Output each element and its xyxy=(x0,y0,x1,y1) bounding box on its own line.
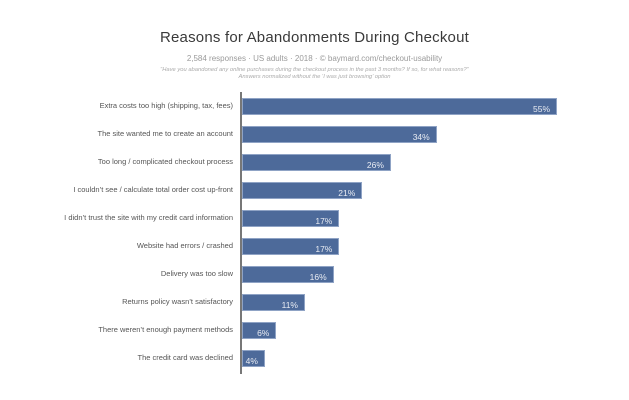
bar-value-label: 4% xyxy=(245,355,258,366)
chart-subtitle: 2,584 responses · US adults · 2018 · © b… xyxy=(186,54,443,63)
chart-footnote-question: “Have you abandoned any online purchases… xyxy=(160,66,469,73)
chart-row: Website had errors / crashed 17% xyxy=(0,232,629,260)
chart-row: Too long / complicated checkout process 2… xyxy=(0,148,629,176)
chart-row: I couldn’t see / calculate total order c… xyxy=(0,176,629,204)
bar: 21% xyxy=(242,181,363,199)
bar-value-label: 26% xyxy=(366,159,384,170)
bar-value-label: 55% xyxy=(532,103,550,114)
category-label: The credit card was declined xyxy=(137,353,233,362)
bar-value-label: 17% xyxy=(315,243,333,254)
bar-value-label: 21% xyxy=(338,187,356,198)
category-label: The site wanted me to create an account xyxy=(97,129,234,138)
plot-area: Extra costs too high (shipping, tax, fee… xyxy=(0,92,629,376)
chart-row: The site wanted me to create an account 3… xyxy=(0,120,629,148)
category-label: Extra costs too high (shipping, tax, fee… xyxy=(99,101,233,110)
bar-value-label: 6% xyxy=(257,327,270,338)
chart-row: Extra costs too high (shipping, tax, fee… xyxy=(0,92,629,120)
chart-title: Reasons for Abandonments During Checkout xyxy=(159,29,469,46)
bar: 16% xyxy=(242,265,334,283)
bar: 17% xyxy=(242,209,340,227)
chart-row: Delivery was too slow 16% xyxy=(0,260,629,288)
category-label: I couldn’t see / calculate total order c… xyxy=(73,185,233,194)
bar: 4% xyxy=(242,349,265,367)
bar-value-label: 17% xyxy=(315,215,333,226)
bar: 26% xyxy=(242,153,391,171)
category-label: Too long / complicated checkout process xyxy=(97,157,233,166)
bar: 17% xyxy=(242,237,340,255)
category-label: I didn’t trust the site with my credit c… xyxy=(64,213,233,222)
bar-value-label: 16% xyxy=(309,271,327,282)
chart-footnote-note: Answers normalized without the ‘I was ju… xyxy=(238,73,391,80)
bar: 11% xyxy=(242,293,305,311)
category-label: Website had errors / crashed xyxy=(136,241,233,250)
bar: 34% xyxy=(242,125,437,143)
chart-row: Returns policy wasn’t satisfactory 11% xyxy=(0,288,629,316)
chart-row: The credit card was declined 4% xyxy=(0,344,629,372)
bar: 55% xyxy=(242,97,557,115)
bar: 6% xyxy=(242,321,277,339)
category-label: Returns policy wasn’t satisfactory xyxy=(122,297,233,306)
chart-row: I didn’t trust the site with my credit c… xyxy=(0,204,629,232)
bar-value-label: 11% xyxy=(281,299,298,310)
chart-row: There weren’t enough payment methods 6% xyxy=(0,316,629,344)
bar-value-label: 34% xyxy=(412,131,430,142)
y-axis-line xyxy=(240,92,242,374)
category-label: There weren’t enough payment methods xyxy=(98,325,233,334)
category-label: Delivery was too slow xyxy=(160,269,233,278)
